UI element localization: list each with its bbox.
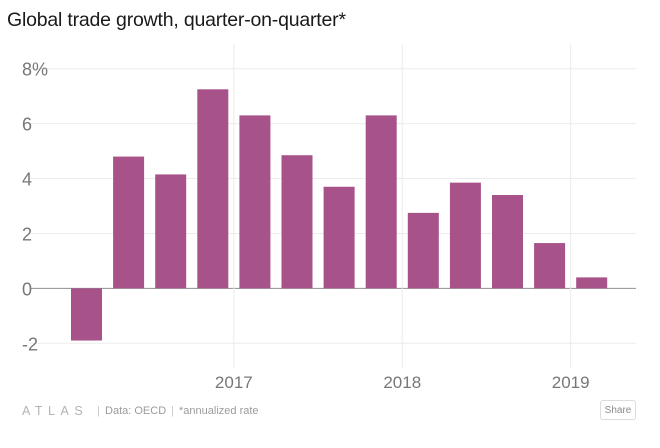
- bar: [197, 89, 229, 289]
- chart-title: Global trade growth, quarter-on-quarter*: [7, 9, 346, 31]
- bar: [449, 182, 481, 289]
- footer-separator: |: [97, 405, 101, 417]
- y-axis-labels: -2 0 2 4 6 8%: [22, 60, 48, 355]
- footer-separator: |: [171, 405, 175, 417]
- bar: [239, 115, 271, 289]
- y-tick-label: 8%: [22, 60, 48, 80]
- x-axis-labels: 2017 2018 2019: [215, 373, 590, 392]
- share-button[interactable]: Share: [600, 400, 636, 420]
- bars: [71, 89, 608, 341]
- bar: [323, 186, 355, 289]
- bar: [492, 195, 523, 289]
- x-tick-label: 2017: [215, 373, 253, 392]
- data-source: Data: OECD: [105, 405, 167, 417]
- bar: [576, 277, 608, 289]
- y-tick-label: 4: [22, 170, 32, 190]
- footnote: *annualized rate: [179, 405, 259, 417]
- atlas-logo: ATLAS: [22, 404, 89, 418]
- bar: [155, 174, 187, 289]
- y-tick-label: -2: [22, 334, 38, 354]
- chart-footer: ATLAS | Data: OECD | *annualized rate: [22, 401, 259, 421]
- bar: [113, 156, 145, 289]
- bar: [71, 288, 102, 341]
- x-tick-label: 2018: [383, 373, 421, 392]
- bar: [281, 155, 313, 289]
- bar: [534, 243, 566, 289]
- y-tick-label: 0: [22, 279, 32, 299]
- bar: [407, 212, 439, 289]
- y-tick-label: 6: [22, 115, 32, 135]
- x-tick-label: 2019: [552, 373, 590, 392]
- y-tick-label: 2: [22, 224, 32, 244]
- bar: [365, 115, 397, 289]
